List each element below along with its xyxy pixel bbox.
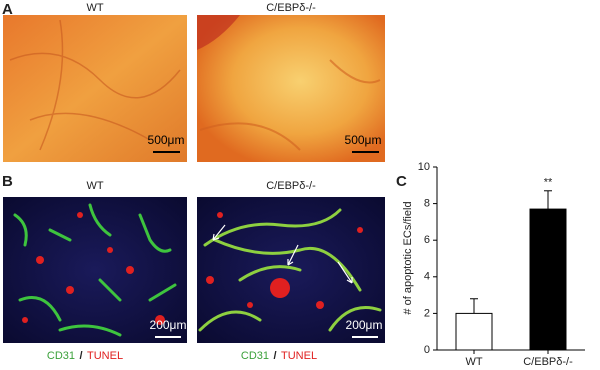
panel-label: A <box>2 1 13 18</box>
y-tick-label: 0 <box>424 344 430 356</box>
bar <box>455 312 493 351</box>
significance-mark: ** <box>544 177 553 189</box>
y-axis-label: # of apoptotic ECs/field <box>402 201 414 314</box>
image <box>3 15 187 162</box>
image-title: C/EBPδ-/- <box>266 2 316 14</box>
scale-bar-label: 500μm <box>148 133 185 147</box>
image-title: WT <box>86 2 103 14</box>
x-tick-label: WT <box>465 356 482 368</box>
stain-label: TUNEL <box>87 350 123 362</box>
image <box>197 197 385 343</box>
stain-label: CD31 <box>47 350 75 362</box>
y-tick-label: 6 <box>424 234 430 246</box>
panel-label: C <box>396 173 407 190</box>
stain-separator: / <box>273 350 276 362</box>
panel-label: B <box>2 173 13 190</box>
y-tick-label: 10 <box>418 161 430 173</box>
y-tick-label: 2 <box>424 307 430 319</box>
image-title: WT <box>86 180 103 192</box>
stain-label: CD31 <box>241 350 269 362</box>
scale-bar-label: 500μm <box>345 133 382 147</box>
x-tick-label: C/EBPδ-/- <box>523 356 573 368</box>
stain-separator: / <box>79 350 82 362</box>
stain-label: TUNEL <box>281 350 317 362</box>
image <box>197 15 385 162</box>
y-tick-label: 4 <box>424 271 430 283</box>
y-tick-label: 8 <box>424 198 430 210</box>
scale-bar-label: 200μm <box>150 318 187 332</box>
bar <box>529 208 567 351</box>
image-title: C/EBPδ-/- <box>266 180 316 192</box>
scale-bar-label: 200μm <box>346 318 383 332</box>
